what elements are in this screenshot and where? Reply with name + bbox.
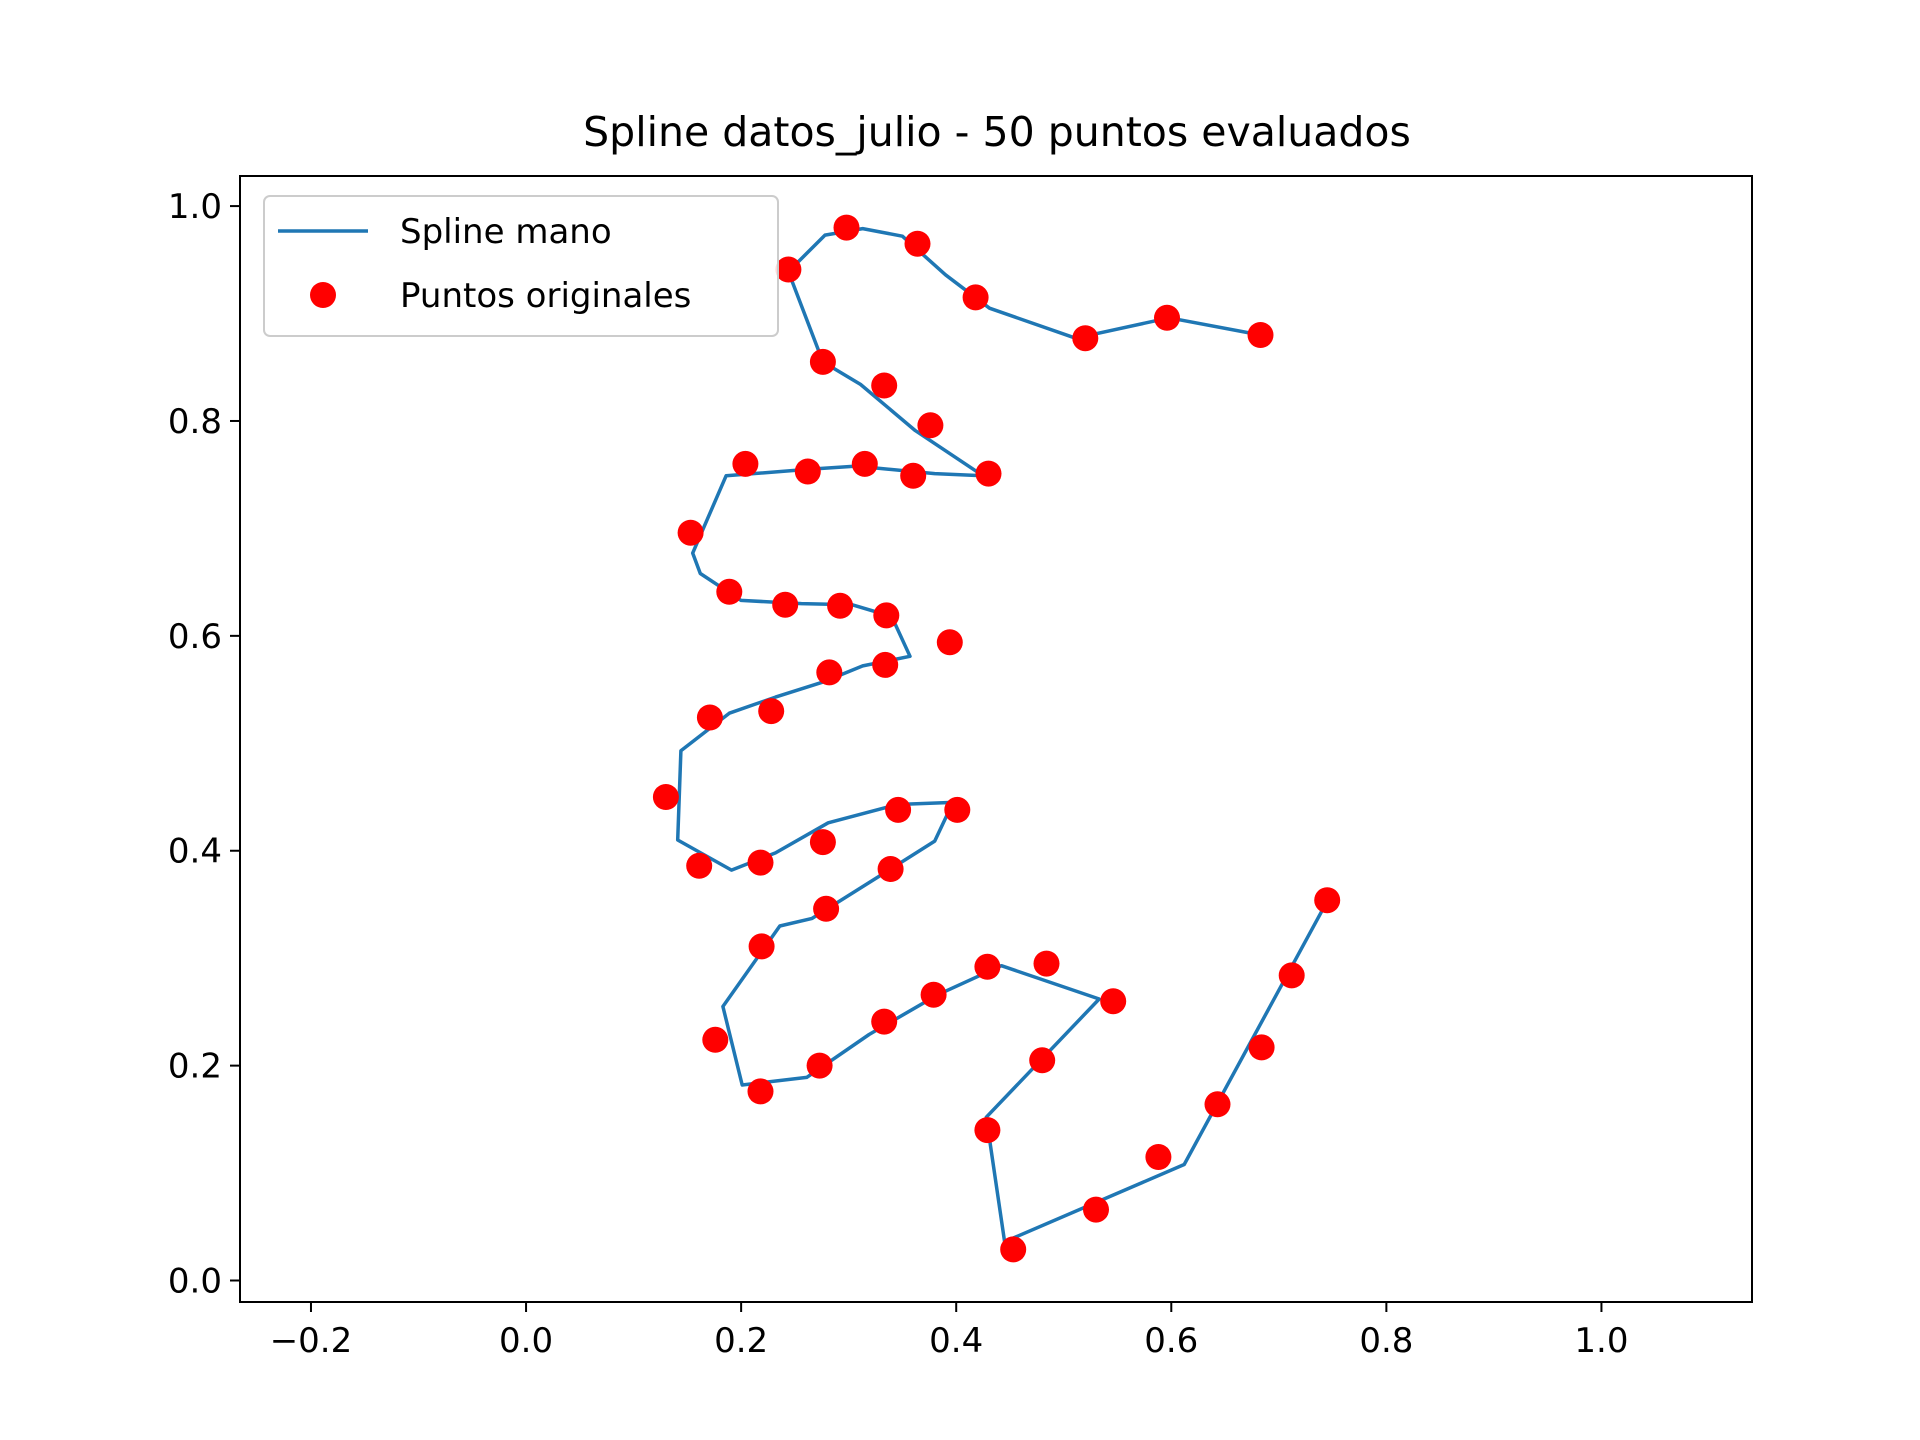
data-point [702,1026,729,1053]
data-point [871,1008,898,1035]
data-point [873,602,900,629]
data-point [652,784,679,810]
y-tick-label: 0.2 [168,1047,222,1087]
data-point [974,953,1001,980]
data-point [1100,988,1127,1015]
data-point [732,450,759,477]
data-point [758,698,785,725]
data-point [747,1078,774,1105]
data-point [872,651,899,678]
data-point [904,230,931,257]
data-point [975,460,1002,487]
data-point [877,856,904,882]
spline-line [675,226,1329,1244]
data-point [920,981,947,1008]
data-point [772,591,799,618]
data-point [1000,1236,1027,1263]
data-point [900,462,927,489]
data-point [816,659,843,686]
data-point [885,796,912,823]
data-point [962,284,989,311]
y-tick-label: 0.6 [168,617,222,657]
legend-label-points: Puntos originales [400,276,691,316]
data-point [871,372,898,399]
data-point [936,629,963,656]
x-tick-label: 0.4 [929,1321,983,1361]
data-point [1247,322,1274,348]
y-tick-label: 1.0 [168,187,222,227]
data-point [974,1117,1001,1144]
data-point [944,796,971,823]
x-tick-label: 1.0 [1574,1321,1628,1361]
plot-area [239,175,1753,1303]
data-point [827,592,854,619]
data-point [775,256,802,283]
data-point [747,849,774,876]
legend-box [263,195,779,337]
data-point [748,933,775,960]
data-point [1083,1196,1109,1223]
x-axis: −0.2 0.0 0.2 0.4 0.6 0.8 1.0 [270,1302,1628,1361]
legend: Spline mano Puntos originales [263,195,779,337]
data-point [1314,887,1341,914]
data-point [917,412,944,439]
data-point [1033,950,1060,977]
data-point [809,348,836,375]
data-point [1204,1091,1231,1118]
data-point [716,578,743,605]
data-point [1029,1047,1056,1074]
data-point [851,450,878,477]
data-point [813,895,840,922]
legend-marker-swatch [310,282,336,308]
data-point [1278,962,1305,989]
y-tick-label: 0.4 [168,832,222,872]
data-point [696,704,723,731]
data-point [833,214,860,241]
x-tick-label: 0.2 [714,1321,768,1361]
data-point [686,852,713,879]
legend-label-spline: Spline mano [400,212,612,252]
data-point [1145,1144,1172,1170]
y-axis: 0.0 0.2 0.4 0.6 0.8 1.0 [168,187,240,1302]
data-point [677,519,704,546]
y-tick-label: 0.0 [168,1262,222,1302]
x-tick-label: 0.6 [1144,1321,1198,1361]
data-point [1248,1034,1275,1061]
data-point [809,829,836,856]
data-point [1072,325,1099,352]
series-layer [652,214,1341,1263]
chart-title: Spline datos_julio - 50 puntos evaluados [583,108,1411,156]
y-tick-label: 0.8 [168,402,222,442]
x-tick-label: 0.8 [1359,1321,1413,1361]
x-tick-label: 0.0 [499,1321,553,1361]
x-tick-label: −0.2 [270,1321,353,1361]
data-point [806,1052,833,1079]
data-point [1154,304,1180,331]
data-point [794,458,821,485]
